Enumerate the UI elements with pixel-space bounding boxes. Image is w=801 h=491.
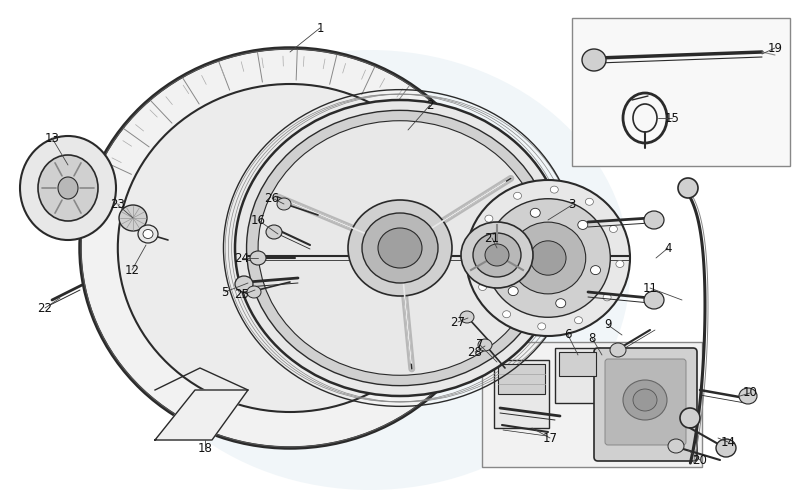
Text: 28: 28 — [468, 346, 482, 358]
Ellipse shape — [378, 228, 422, 268]
Ellipse shape — [644, 291, 664, 309]
Ellipse shape — [586, 198, 594, 205]
Ellipse shape — [258, 121, 542, 375]
Ellipse shape — [578, 220, 588, 229]
Ellipse shape — [362, 213, 438, 283]
Text: 20: 20 — [693, 454, 707, 466]
Ellipse shape — [247, 286, 261, 298]
Ellipse shape — [530, 208, 540, 218]
Ellipse shape — [58, 177, 78, 199]
Ellipse shape — [348, 200, 452, 296]
Ellipse shape — [610, 225, 618, 233]
Text: 9: 9 — [604, 319, 612, 331]
Text: 14: 14 — [721, 436, 735, 448]
Bar — [555, 348, 600, 403]
Ellipse shape — [460, 311, 474, 323]
Bar — [498, 364, 545, 394]
Text: 25: 25 — [235, 289, 249, 301]
Text: 4: 4 — [664, 242, 672, 254]
Ellipse shape — [633, 389, 657, 411]
Ellipse shape — [502, 311, 510, 318]
Text: 18: 18 — [198, 441, 212, 455]
Text: 16: 16 — [251, 214, 265, 226]
Text: 3: 3 — [569, 198, 576, 212]
Ellipse shape — [485, 199, 610, 317]
Text: 1: 1 — [316, 22, 324, 34]
Ellipse shape — [582, 49, 606, 71]
Text: 21: 21 — [485, 231, 500, 245]
Ellipse shape — [138, 225, 158, 243]
Bar — [482, 342, 702, 467]
Bar — [494, 360, 549, 428]
Ellipse shape — [510, 222, 586, 294]
Bar — [572, 18, 790, 166]
Ellipse shape — [537, 323, 545, 330]
Bar — [559, 352, 596, 376]
Ellipse shape — [266, 225, 282, 239]
Text: 5: 5 — [221, 285, 229, 299]
Text: 12: 12 — [124, 264, 139, 276]
Ellipse shape — [277, 198, 291, 210]
Ellipse shape — [574, 317, 582, 324]
Ellipse shape — [513, 192, 521, 199]
Text: 6: 6 — [564, 328, 572, 342]
Ellipse shape — [678, 178, 698, 198]
Ellipse shape — [590, 266, 601, 274]
Text: 27: 27 — [450, 316, 465, 328]
Text: 8: 8 — [588, 331, 596, 345]
Ellipse shape — [38, 155, 98, 221]
Ellipse shape — [466, 180, 630, 336]
Ellipse shape — [479, 283, 486, 291]
Text: 17: 17 — [542, 432, 557, 444]
Polygon shape — [155, 390, 248, 440]
Text: 13: 13 — [45, 132, 59, 144]
Ellipse shape — [118, 84, 462, 412]
Ellipse shape — [550, 186, 558, 193]
Text: 10: 10 — [743, 386, 758, 400]
Ellipse shape — [623, 380, 667, 420]
Ellipse shape — [472, 248, 480, 255]
Ellipse shape — [235, 276, 253, 292]
Ellipse shape — [739, 388, 757, 404]
Ellipse shape — [644, 211, 664, 229]
Ellipse shape — [20, 136, 116, 240]
Ellipse shape — [485, 244, 509, 266]
Ellipse shape — [473, 233, 521, 277]
Text: 22: 22 — [38, 301, 53, 315]
Text: 23: 23 — [111, 198, 126, 212]
Ellipse shape — [616, 261, 624, 268]
Ellipse shape — [250, 251, 266, 265]
Ellipse shape — [530, 241, 566, 275]
Ellipse shape — [119, 205, 147, 231]
Text: 19: 19 — [767, 42, 783, 55]
Ellipse shape — [508, 287, 518, 296]
Text: 26: 26 — [264, 191, 280, 204]
Ellipse shape — [556, 299, 566, 308]
Ellipse shape — [461, 222, 533, 288]
Ellipse shape — [235, 100, 565, 396]
Ellipse shape — [668, 439, 684, 453]
Ellipse shape — [478, 339, 492, 351]
Text: 2: 2 — [426, 99, 434, 111]
Text: 11: 11 — [642, 281, 658, 295]
Ellipse shape — [110, 50, 630, 490]
Ellipse shape — [610, 343, 626, 357]
Text: 24: 24 — [235, 251, 249, 265]
FancyBboxPatch shape — [594, 348, 697, 461]
Text: 7: 7 — [477, 338, 484, 352]
Ellipse shape — [680, 408, 700, 428]
Ellipse shape — [485, 215, 493, 222]
Ellipse shape — [143, 229, 153, 239]
Text: 15: 15 — [665, 111, 679, 125]
Ellipse shape — [247, 110, 553, 385]
Ellipse shape — [716, 439, 736, 457]
Ellipse shape — [496, 242, 505, 250]
Ellipse shape — [603, 294, 611, 301]
Ellipse shape — [80, 48, 500, 448]
FancyBboxPatch shape — [605, 359, 686, 445]
